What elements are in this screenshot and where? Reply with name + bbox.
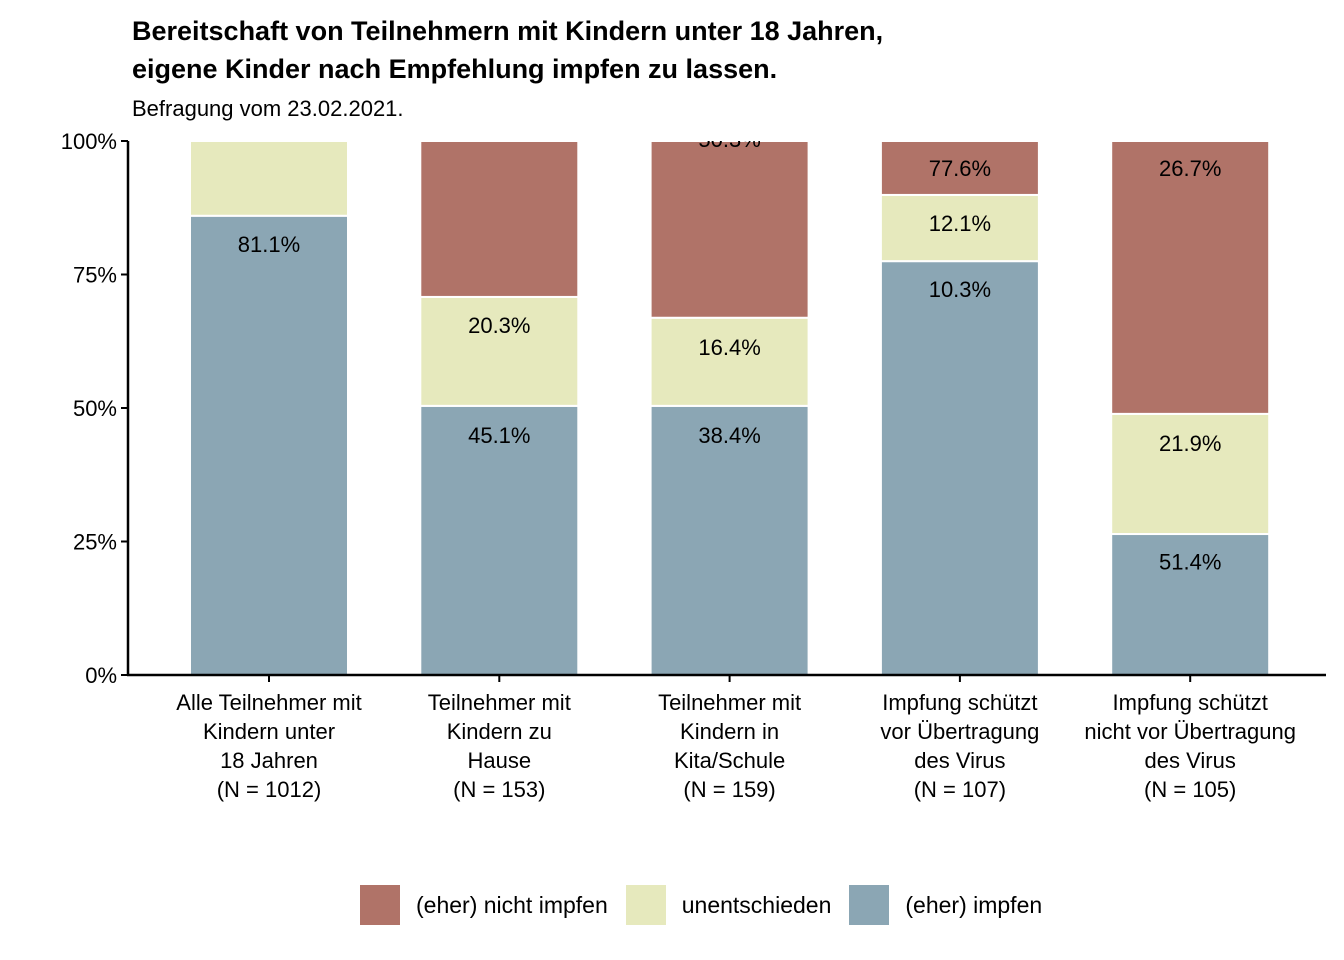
bar-segment bbox=[189, 214, 349, 676]
data-label: 16.4% bbox=[698, 335, 760, 360]
x-tick-label: Kindern zu bbox=[447, 719, 552, 744]
x-tick-label: Teilnehmer mit bbox=[658, 690, 801, 715]
chart-title: Bereitschaft von Teilnehmern mit Kindern… bbox=[132, 12, 883, 88]
y-tick-label: 50% bbox=[73, 396, 117, 421]
x-tick-label: des Virus bbox=[1145, 748, 1236, 773]
x-tick-label: (N = 159) bbox=[683, 777, 775, 802]
x-tick-label: (N = 107) bbox=[914, 777, 1006, 802]
x-tick-label: (N = 105) bbox=[1144, 777, 1236, 802]
data-label: 45.1% bbox=[468, 423, 530, 448]
bar-segment bbox=[1110, 140, 1271, 415]
x-tick-label: 18 Jahren bbox=[220, 748, 318, 773]
bar-segment bbox=[879, 260, 1040, 676]
x-tick-label: (N = 153) bbox=[453, 777, 545, 802]
chart-subtitle: Befragung vom 23.02.2021. bbox=[132, 96, 404, 121]
bar-segment bbox=[1110, 412, 1271, 536]
data-label: 12.1% bbox=[929, 211, 991, 236]
y-tick-label: 100% bbox=[61, 129, 117, 154]
y-tick-label: 25% bbox=[73, 530, 117, 555]
y-tick-label: 0% bbox=[85, 663, 117, 688]
data-label: 10.3% bbox=[929, 277, 991, 302]
x-tick-label: nicht vor Übertragung bbox=[1084, 719, 1296, 744]
x-tick-label: Kita/Schule bbox=[674, 748, 785, 773]
x-tick-label: Impfung schützt bbox=[882, 690, 1037, 715]
y-tick-label: 75% bbox=[73, 263, 117, 288]
bar-segment bbox=[419, 140, 580, 298]
data-label: 81.1% bbox=[238, 232, 300, 257]
legend-label: (eher) impfen bbox=[905, 891, 1043, 918]
bar-segment bbox=[419, 295, 580, 407]
data-label: 20.3% bbox=[468, 313, 530, 338]
data-label: 21.9% bbox=[1159, 431, 1221, 456]
legend-item: unentschieden bbox=[625, 885, 832, 925]
data-label: 26.7% bbox=[1159, 156, 1221, 181]
legend-swatch bbox=[849, 885, 890, 925]
legend-swatch bbox=[360, 885, 400, 925]
legend-swatch bbox=[625, 885, 666, 925]
data-label: 38.4% bbox=[698, 423, 760, 448]
bar-segment bbox=[649, 140, 810, 319]
x-tick-label: (N = 1012) bbox=[217, 777, 322, 802]
data-label: 50.3% bbox=[698, 127, 760, 152]
bar-segment bbox=[649, 316, 810, 407]
x-tick-label: vor Übertragung bbox=[880, 719, 1039, 744]
chart-title-line-1: Bereitschaft von Teilnehmern mit Kindern… bbox=[132, 16, 884, 46]
bar-segment bbox=[189, 140, 349, 217]
x-tick-label: Kindern in bbox=[680, 719, 779, 744]
data-label: 51.4% bbox=[1159, 549, 1221, 574]
x-tick-label: Alle Teilnehmer mit bbox=[176, 690, 361, 715]
legend-label: (eher) nicht impfen bbox=[416, 891, 608, 918]
data-label: 77.6% bbox=[929, 156, 991, 181]
legend-label: unentschieden bbox=[681, 891, 832, 918]
legend: (eher) nicht impfen unentschieden (eher) i… bbox=[360, 885, 1060, 925]
x-tick-label: Kindern unter bbox=[203, 719, 335, 744]
chart-title-line-2: eigene Kinder nach Empfehlung impfen zu … bbox=[132, 54, 778, 84]
bar-segment bbox=[879, 140, 1040, 196]
legend-item: (eher) impfen bbox=[849, 885, 1042, 925]
x-tick-label: Hause bbox=[468, 748, 532, 773]
x-tick-label: Teilnehmer mit bbox=[428, 690, 571, 715]
x-tick-label: Impfung schützt bbox=[1113, 690, 1268, 715]
bar-segment bbox=[649, 404, 810, 676]
x-tick-label: des Virus bbox=[914, 748, 1005, 773]
legend-item: (eher) nicht impfen bbox=[360, 885, 608, 925]
